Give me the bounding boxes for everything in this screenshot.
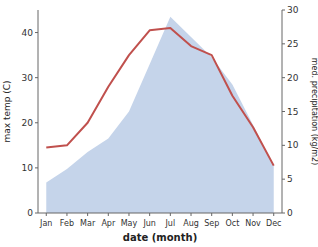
x-tick-label: Nov — [245, 219, 261, 228]
plot-area — [46, 17, 273, 213]
x-tick-label: Mar — [80, 219, 96, 228]
y2-tick-label: 0 — [287, 208, 293, 218]
x-tick-label: May — [121, 219, 138, 228]
x-tick — [170, 213, 171, 216]
y2-tick — [282, 111, 285, 112]
y-tick — [35, 167, 38, 168]
x-tick-label: Jan — [39, 219, 52, 228]
temp-line — [46, 28, 273, 166]
x-tick-label: Jun — [142, 219, 156, 228]
x-tick-label: Oct — [225, 219, 239, 228]
x-tick — [211, 213, 212, 216]
y-tick-label: 20 — [22, 118, 34, 128]
y-tick-label: 0 — [27, 208, 33, 218]
x-tick — [149, 213, 150, 216]
y-axis-label: max temp (C) — [2, 80, 12, 142]
y-tick — [35, 77, 38, 78]
x-tick — [128, 213, 129, 216]
y2-tick-label: 5 — [287, 174, 293, 184]
y2-axis-label: med. precipitation (kg/m2) — [310, 58, 318, 165]
x-tick — [191, 213, 192, 216]
y-tick — [35, 32, 38, 33]
x-tick — [87, 213, 88, 216]
x-tick-label: Dec — [266, 219, 281, 228]
y2-tick — [282, 213, 285, 214]
x-tick-label: Aug — [183, 219, 199, 228]
y-axis-line — [38, 10, 39, 213]
y2-tick-label: 15 — [287, 107, 298, 117]
x-tick — [66, 213, 67, 216]
y-tick — [35, 213, 38, 214]
y2-tick-label: 20 — [287, 73, 299, 83]
x-tick — [232, 213, 233, 216]
y2-tick-label: 10 — [287, 140, 299, 150]
y-tick-label: 40 — [22, 28, 34, 38]
y2-tick — [282, 10, 285, 11]
y-tick — [35, 122, 38, 123]
y2-tick — [282, 179, 285, 180]
x-axis-line — [38, 213, 282, 214]
x-tick — [253, 213, 254, 216]
y-tick-label: 10 — [22, 163, 34, 173]
x-tick-label: Feb — [60, 219, 74, 228]
x-tick-label: Apr — [101, 219, 116, 228]
y2-tick — [282, 43, 285, 44]
y-tick-label: 30 — [22, 73, 34, 83]
x-tick — [108, 213, 109, 216]
x-tick-label: Sep — [204, 219, 219, 228]
y2-tick — [282, 77, 285, 78]
y2-tick — [282, 145, 285, 146]
y2-tick-label: 30 — [287, 5, 299, 15]
x-tick — [46, 213, 47, 216]
y2-tick-label: 25 — [287, 39, 298, 49]
x-tick-label: Jul — [165, 219, 176, 228]
x-axis-label: date (month) — [123, 232, 197, 243]
precip-area — [46, 17, 273, 213]
x-tick — [273, 213, 274, 216]
